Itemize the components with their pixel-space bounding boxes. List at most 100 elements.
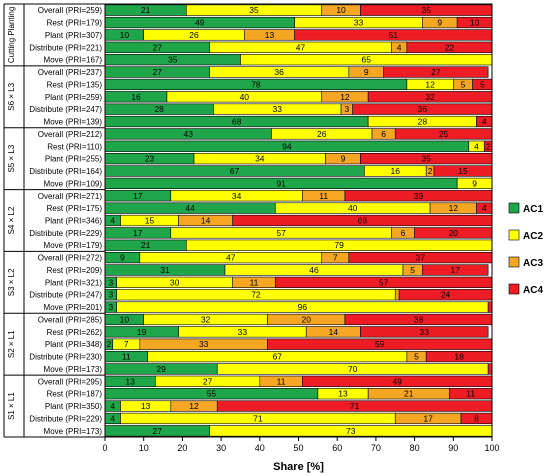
bar-segment xyxy=(422,264,489,276)
row-label: Distribute (PRI=221) xyxy=(29,43,102,52)
row-label: Rest (PRI=110) xyxy=(47,142,102,151)
x-tick-label: 100 xyxy=(484,443,499,453)
data-label: 12 xyxy=(449,203,459,213)
data-label: 3 xyxy=(345,104,350,114)
data-label: 67 xyxy=(230,166,240,176)
data-label: 44 xyxy=(185,203,195,213)
data-label: 73 xyxy=(346,426,356,436)
data-label: 4 xyxy=(397,42,402,52)
row-label: Move (PRI=173) xyxy=(44,365,103,374)
data-label: 10 xyxy=(120,30,130,40)
data-label: 40 xyxy=(348,203,358,213)
row-label: Move (PRI=201) xyxy=(44,303,103,312)
x-tick-label: 10 xyxy=(139,443,149,453)
x-axis-label: Share [%] xyxy=(273,461,324,473)
row-label: Plant (PRI=255) xyxy=(45,155,102,164)
data-label: 5 xyxy=(414,352,419,362)
row-label: Plant (PRI=350) xyxy=(45,402,102,411)
data-label: 2 xyxy=(107,339,112,349)
data-label: 9 xyxy=(120,253,125,263)
data-label: 11 xyxy=(250,277,259,287)
data-label: 39 xyxy=(414,191,424,201)
data-label: 23 xyxy=(145,154,155,164)
legend-swatch xyxy=(508,229,520,241)
group-label: S1 × L1 xyxy=(7,392,16,420)
data-label: 68 xyxy=(232,117,242,127)
data-label: 51 xyxy=(389,30,399,40)
data-label: 27 xyxy=(153,426,163,436)
row-label: Rest (PRI=179) xyxy=(47,19,103,28)
x-tick-label: 50 xyxy=(293,443,303,453)
data-label: 17 xyxy=(423,413,433,423)
data-label: 35 xyxy=(421,5,431,15)
bar-segment xyxy=(487,363,493,375)
data-label: 27 xyxy=(431,67,441,77)
data-label: 10 xyxy=(120,314,130,324)
data-label: 96 xyxy=(298,302,308,312)
row-label: Rest (PRI=209) xyxy=(47,266,103,275)
group-label: S2 × L1 xyxy=(7,330,16,358)
group-label: S5 × L3 xyxy=(7,144,16,172)
data-label: 47 xyxy=(296,42,306,52)
data-label: 49 xyxy=(195,18,205,28)
data-label: 40 xyxy=(240,92,250,102)
bar-segment xyxy=(383,66,489,78)
data-label: 28 xyxy=(418,117,428,127)
data-label: 26 xyxy=(189,30,199,40)
row-label: Distribute (PRI=247) xyxy=(29,291,102,300)
row-label: Plant (PRI=348) xyxy=(45,340,102,349)
legend-swatch xyxy=(508,283,520,295)
legend-label: AC2 xyxy=(523,231,543,242)
data-label: 16 xyxy=(131,92,141,102)
data-label: 4 xyxy=(474,141,479,151)
group-label: S3 × L2 xyxy=(7,268,16,296)
data-label: 21 xyxy=(141,5,151,15)
data-label: 27 xyxy=(153,67,163,77)
row-label: Overall (PRI=271) xyxy=(38,192,103,201)
data-label: 94 xyxy=(282,141,292,151)
data-label: 11 xyxy=(319,191,328,201)
bar-segment xyxy=(487,301,493,313)
row-label: Distribute (PRI=230) xyxy=(29,353,102,362)
data-label: 57 xyxy=(379,277,389,287)
data-label: 78 xyxy=(251,79,261,89)
data-label: 4 xyxy=(110,413,115,423)
data-label: 29 xyxy=(156,364,166,374)
data-label: 7 xyxy=(124,339,129,349)
row-label: Rest (PRI=187) xyxy=(47,390,103,399)
data-label: 4 xyxy=(482,117,487,127)
data-label: 18 xyxy=(454,352,464,362)
x-tick-label: 30 xyxy=(216,443,226,453)
data-label: 5 xyxy=(480,79,485,89)
group-label: Cutting Planting xyxy=(7,7,16,63)
data-label: 65 xyxy=(361,55,371,65)
data-label: 6 xyxy=(401,228,406,238)
row-label: Distribute (PRI=164) xyxy=(29,167,102,176)
data-label: 68 xyxy=(358,216,368,226)
data-label: 27 xyxy=(153,42,163,52)
data-label: 35 xyxy=(421,154,431,164)
legend-label: AC4 xyxy=(523,285,543,296)
group-label: S6 × L3 xyxy=(7,82,16,110)
row-label: Plant (PRI=307) xyxy=(45,31,102,40)
data-label: 33 xyxy=(420,327,430,337)
data-label: 9 xyxy=(364,67,369,77)
data-label: 33 xyxy=(238,327,248,337)
x-tick-label: 90 xyxy=(448,443,458,453)
data-label: 36 xyxy=(274,67,284,77)
data-label: 8 xyxy=(474,413,479,423)
row-label: Move (PRI=173) xyxy=(44,427,103,436)
data-label: 34 xyxy=(255,154,265,164)
data-label: 70 xyxy=(348,364,358,374)
x-tick-label: 0 xyxy=(102,443,107,453)
x-tick-label: 40 xyxy=(255,443,265,453)
data-label: 17 xyxy=(133,191,143,201)
data-label: 15 xyxy=(458,166,468,176)
row-label: Rest (PRI=262) xyxy=(47,328,103,337)
data-label: 33 xyxy=(272,104,282,114)
x-tick-label: 70 xyxy=(371,443,381,453)
row-label: Move (PRI=179) xyxy=(44,241,103,250)
data-label: 9 xyxy=(437,18,442,28)
